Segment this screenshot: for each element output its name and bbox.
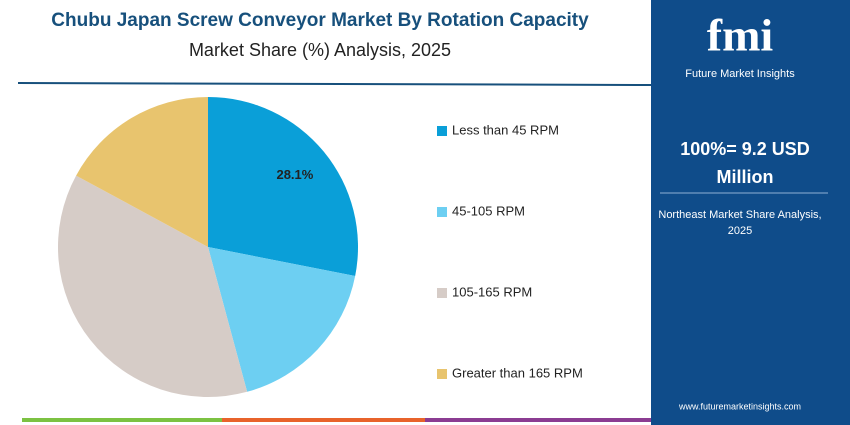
legend-swatch — [437, 126, 447, 136]
pie-slice — [208, 97, 358, 277]
caption: Northeast Market Share Analysis, 2025 — [658, 209, 822, 237]
footer-bar — [22, 418, 222, 422]
footer-bar — [222, 418, 425, 422]
pie-slice — [58, 175, 248, 397]
side-panel — [651, 0, 850, 425]
brand: Future Market Insights — [685, 68, 795, 80]
pie-slice — [208, 247, 356, 392]
footer-bar — [425, 418, 651, 422]
pie-slice — [76, 97, 208, 247]
logo: fmi — [707, 10, 774, 61]
url: www.futuremarketinsights.com — [678, 401, 801, 411]
headline: 100%= 9.2 USD Million — [680, 139, 810, 187]
chart-title: Chubu Japan Screw Conveyor Market By Rot… — [51, 10, 589, 31]
legend-label: 45-105 RPM — [452, 203, 525, 218]
chart-subtitle: Market Share (%) Analysis, 2025 — [189, 40, 451, 60]
legend-label: Greater than 165 RPM — [452, 365, 583, 380]
legend-swatch — [437, 207, 447, 217]
legend-label: Less than 45 RPM — [452, 122, 559, 137]
divider — [17, 82, 652, 86]
legend-label: 105-165 RPM — [452, 284, 532, 299]
data-label: 28.1% — [276, 167, 313, 182]
legend-swatch — [437, 288, 447, 298]
legend-swatch — [437, 369, 447, 379]
